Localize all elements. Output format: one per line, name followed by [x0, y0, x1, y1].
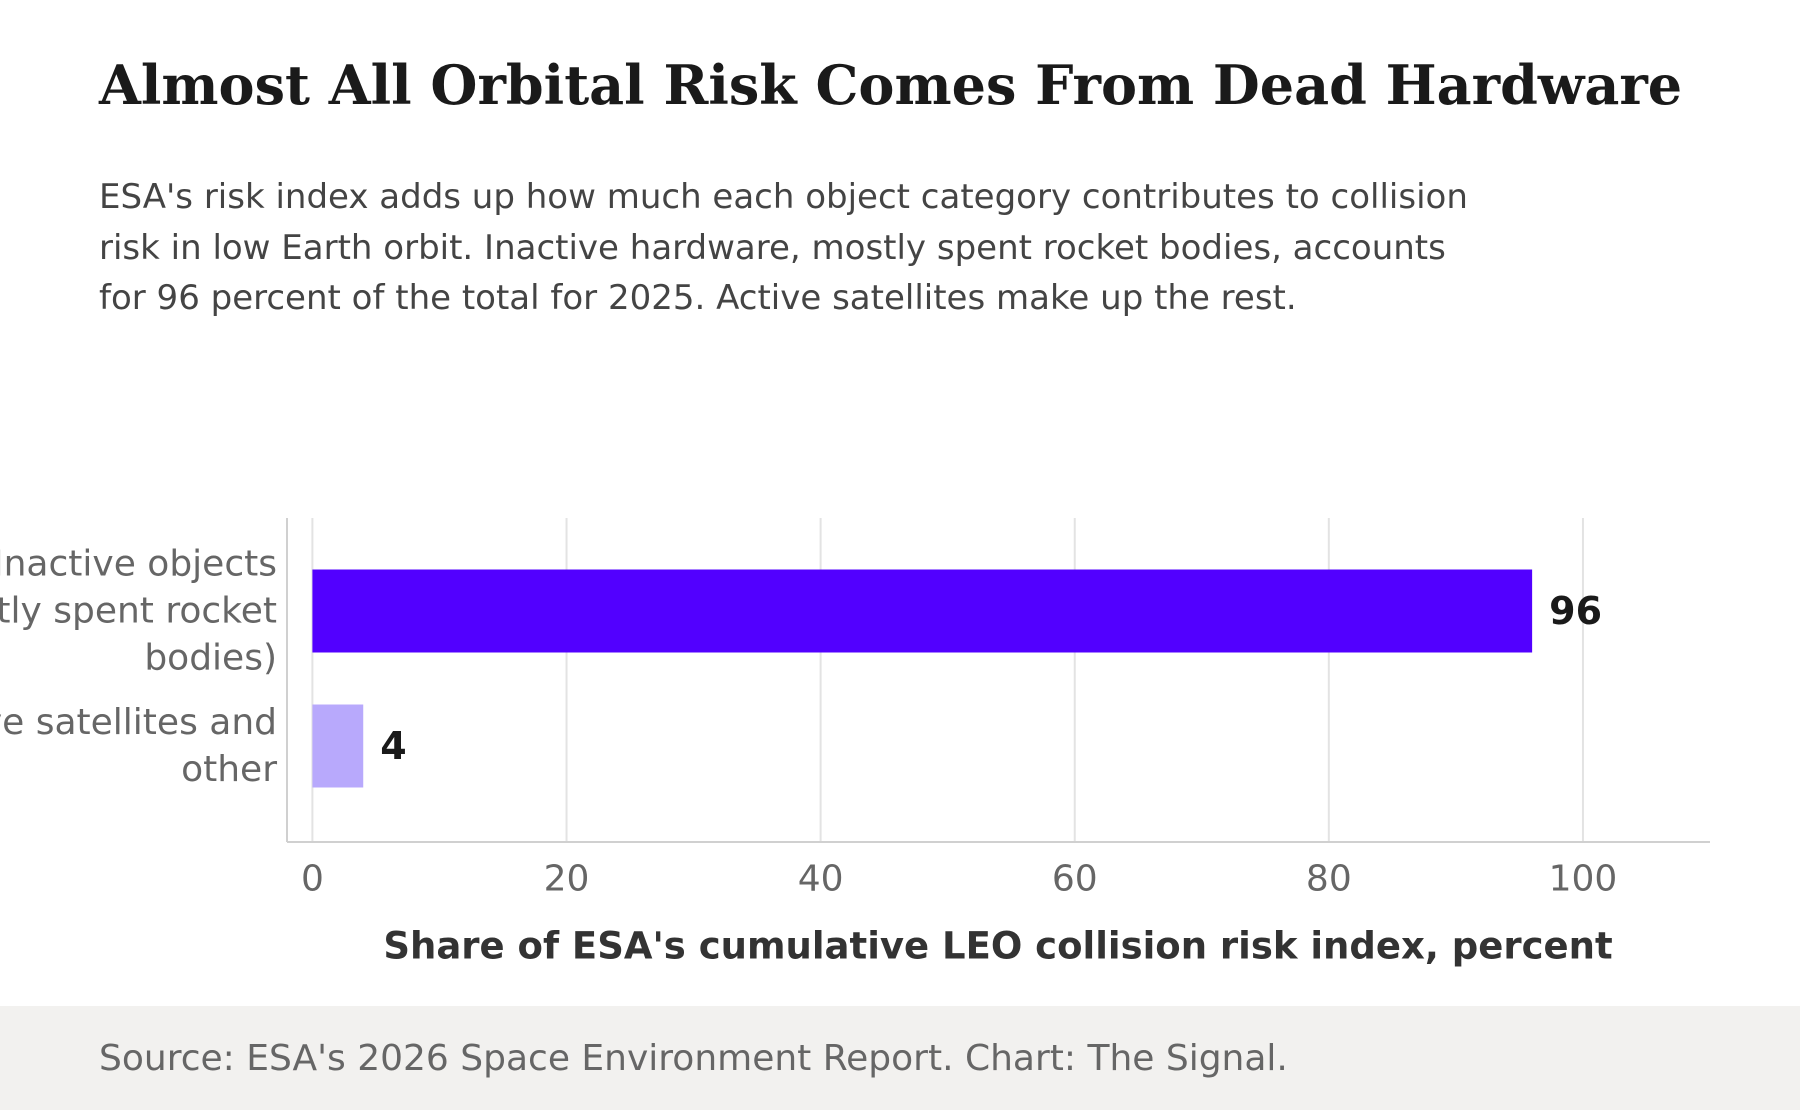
category-label-line: Active satellites and	[0, 702, 277, 743]
category-label: Active satellites and other	[0, 702, 277, 790]
category-label-line: Inactive objects	[0, 544, 277, 585]
x-tick-label: 20	[544, 859, 590, 900]
value-label: 96	[1549, 589, 1602, 633]
bar-0	[312, 569, 1533, 653]
footer: Source: ESA's 2026 Space Environment Rep…	[0, 1006, 1800, 1110]
x-tick-label: 100	[1549, 859, 1618, 900]
bars	[312, 569, 1533, 788]
bar-chart: 0 20 40 60 80 100 96 Inactive objects (mostly sp…	[0, 518, 1710, 968]
bar-1	[312, 704, 364, 788]
chart-subtitle: ESA's risk index adds up how much each o…	[99, 177, 1468, 318]
x-tick-label: 40	[798, 859, 844, 900]
category-label: Inactive objects (mostly spent rocket bodi…	[0, 544, 277, 679]
category-label-line: bodies)	[144, 638, 277, 679]
x-tick-label: 80	[1306, 859, 1352, 900]
x-tick-label: 0	[301, 859, 324, 900]
category-label-line: (mostly spent rocket	[0, 591, 277, 632]
source-note: Source: ESA's 2026 Space Environment Rep…	[99, 1038, 1288, 1079]
labels: 0 20 40 60 80 100 96 Inactive objects (mostly sp…	[0, 544, 1617, 968]
category-label-line: other	[181, 749, 277, 790]
chart-title: Almost All Orbital Risk Comes From Dead …	[99, 53, 1683, 117]
gridlines	[311, 518, 1584, 842]
x-tick-label: 60	[1052, 859, 1098, 900]
x-axis-title: Share of ESA's cumulative LEO collision …	[383, 925, 1612, 968]
axes	[286, 518, 1710, 843]
value-label: 4	[380, 724, 406, 768]
